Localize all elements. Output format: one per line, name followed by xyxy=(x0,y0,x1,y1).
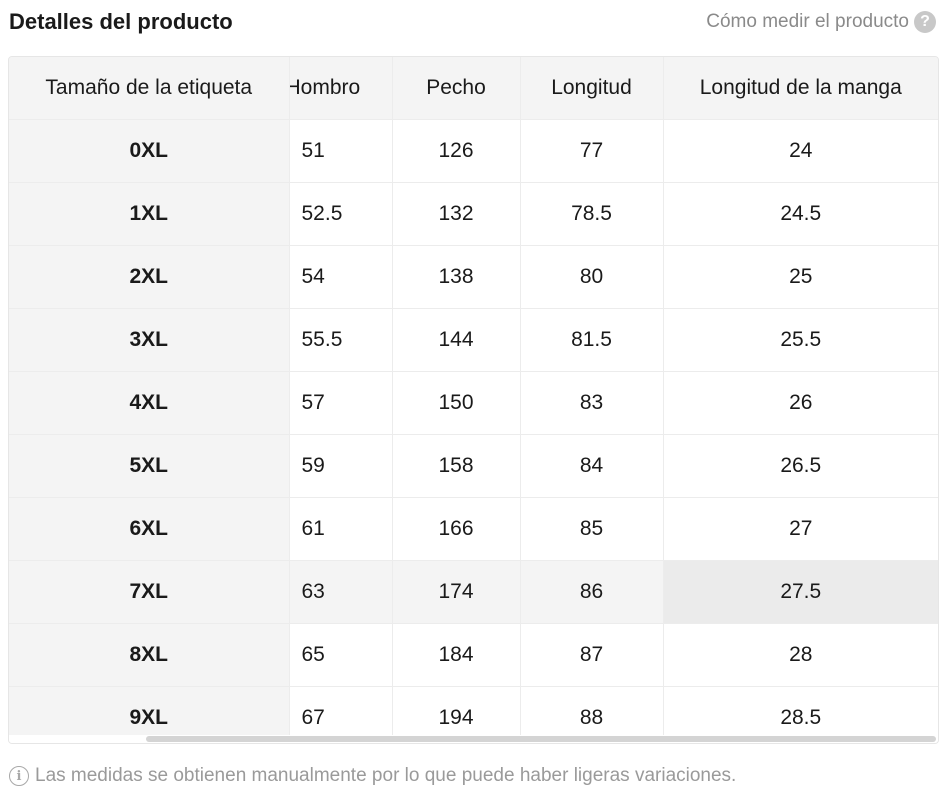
cell-sleeve-length: 24.5 xyxy=(663,182,938,246)
info-circle-icon: i xyxy=(9,766,29,786)
table-row: 4XL 57 150 83 26 xyxy=(9,371,938,435)
cell-size-label: 4XL xyxy=(9,371,290,435)
cell-size-label: 9XL xyxy=(9,686,290,743)
cell-shoulder: 63 xyxy=(289,560,393,624)
cell-chest: 138 xyxy=(392,245,521,309)
column-header-size-label: Tamaño de la etiqueta xyxy=(9,57,290,120)
cell-sleeve-length: 26.5 xyxy=(663,434,938,498)
cell-length: 83 xyxy=(520,371,664,435)
cell-length: 87 xyxy=(520,623,664,687)
cell-length: 84 xyxy=(520,434,664,498)
cell-length: 88 xyxy=(520,686,664,743)
cell-sleeve-length: 28 xyxy=(663,623,938,687)
column-header-shoulder: Hombro xyxy=(289,57,393,120)
table-body: 0XL 51 126 77 24 1XL 52.5 132 78.5 24.5 2XL 54 138 80… xyxy=(9,119,938,743)
cell-shoulder: 51 xyxy=(289,119,393,183)
cell-length: 77 xyxy=(520,119,664,183)
cell-size-label: 8XL xyxy=(9,623,290,687)
table-row: 0XL 51 126 77 24 xyxy=(9,119,938,183)
column-header-chest: Pecho xyxy=(392,57,521,120)
cell-size-label: 6XL xyxy=(9,497,290,561)
cell-sleeve-length: 26 xyxy=(663,371,938,435)
cell-sleeve-length: 27 xyxy=(663,497,938,561)
table-header-row: Tamaño de la etiqueta Hombro Pecho Longi… xyxy=(9,57,938,120)
cell-chest: 150 xyxy=(392,371,521,435)
cell-chest: 126 xyxy=(392,119,521,183)
column-header-sleeve-length: Longitud de la manga xyxy=(663,57,938,120)
page-title: Detalles del producto xyxy=(9,9,233,34)
table-row: 1XL 52.5 132 78.5 24.5 xyxy=(9,182,938,246)
cell-size-label: 7XL xyxy=(9,560,290,624)
cell-length: 85 xyxy=(520,497,664,561)
table-row: 2XL 54 138 80 25 xyxy=(9,245,938,309)
cell-shoulder: 61 xyxy=(289,497,393,561)
cell-chest: 194 xyxy=(392,686,521,743)
cell-chest: 184 xyxy=(392,623,521,687)
cell-length: 81.5 xyxy=(520,308,664,372)
cell-chest: 166 xyxy=(392,497,521,561)
column-header-length: Longitud xyxy=(520,57,664,120)
table-row: 6XL 61 166 85 27 xyxy=(9,497,938,561)
cell-sleeve-length: 25 xyxy=(663,245,938,309)
how-to-measure-link[interactable]: Cómo medir el producto ? xyxy=(706,7,936,37)
cell-chest: 132 xyxy=(392,182,521,246)
cell-size-label: 3XL xyxy=(9,308,290,372)
table-row: 5XL 59 158 84 26.5 xyxy=(9,434,938,498)
size-table-container[interactable]: Tamaño de la etiqueta Hombro Pecho Longi… xyxy=(8,56,939,744)
cell-chest: 158 xyxy=(392,434,521,498)
cell-sleeve-length: 25.5 xyxy=(663,308,938,372)
cell-sleeve-length: 28.5 xyxy=(663,686,938,743)
cell-length: 86 xyxy=(520,560,664,624)
how-to-measure-label: Cómo medir el producto xyxy=(706,11,909,32)
scrollbar-thumb[interactable] xyxy=(146,736,936,742)
table-row: 9XL 67 194 88 28.5 xyxy=(9,686,938,743)
question-circle-icon[interactable]: ? xyxy=(914,11,936,33)
cell-size-label: 0XL xyxy=(9,119,290,183)
cell-length: 80 xyxy=(520,245,664,309)
cell-length: 78.5 xyxy=(520,182,664,246)
measurement-note: i Las medidas se obtienen manualmente po… xyxy=(9,763,736,789)
cell-sleeve-length: 27.5 xyxy=(663,560,938,624)
cell-shoulder: 67 xyxy=(289,686,393,743)
table-row: 7XL 63 174 86 27.5 xyxy=(9,560,938,624)
cell-shoulder: 54 xyxy=(289,245,393,309)
cell-size-label: 5XL xyxy=(9,434,290,498)
cell-chest: 174 xyxy=(392,560,521,624)
cell-shoulder: 65 xyxy=(289,623,393,687)
cell-size-label: 1XL xyxy=(9,182,290,246)
table-row: 3XL 55.5 144 81.5 25.5 xyxy=(9,308,938,372)
cell-shoulder: 52.5 xyxy=(289,182,393,246)
cell-shoulder: 59 xyxy=(289,434,393,498)
cell-sleeve-length: 24 xyxy=(663,119,938,183)
cell-chest: 144 xyxy=(392,308,521,372)
table-row: 8XL 65 184 87 28 xyxy=(9,623,938,687)
horizontal-scrollbar[interactable] xyxy=(9,735,938,743)
cell-shoulder: 57 xyxy=(289,371,393,435)
section-header: Detalles del producto Cómo medir el prod… xyxy=(9,7,936,37)
cell-size-label: 2XL xyxy=(9,245,290,309)
size-table: Tamaño de la etiqueta Hombro Pecho Longi… xyxy=(9,57,938,743)
cell-shoulder: 55.5 xyxy=(289,308,393,372)
measurement-note-text: Las medidas se obtienen manualmente por … xyxy=(35,765,737,786)
